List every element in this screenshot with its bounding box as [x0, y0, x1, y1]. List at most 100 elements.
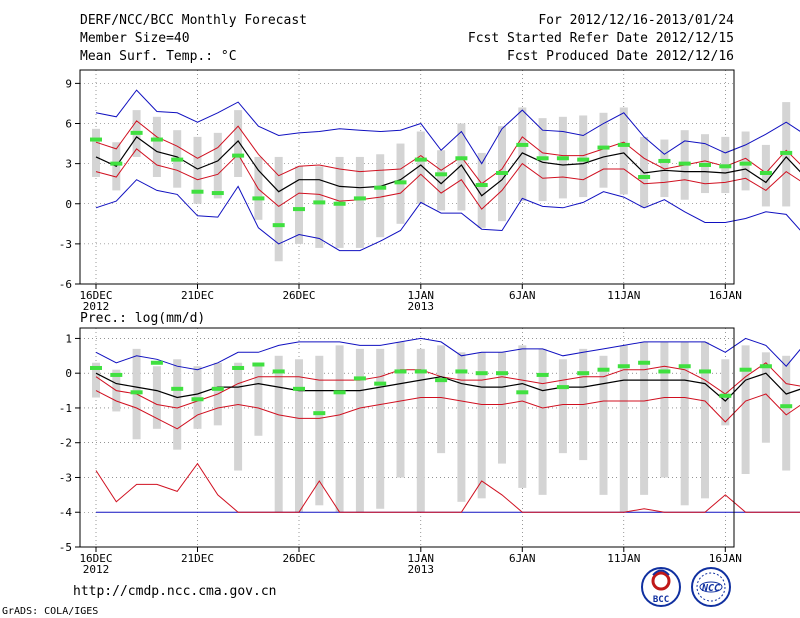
temp-ensemble-box [315, 166, 324, 248]
prec-median-mark [130, 390, 143, 395]
prec-median-mark [90, 365, 102, 370]
temp-min-line [95, 179, 800, 252]
forecast-period: For 2012/12/16-2013/01/24 [538, 13, 734, 28]
temp-median-mark [699, 162, 711, 167]
temp-median-mark [455, 156, 468, 161]
prec-max-line [95, 337, 800, 371]
prec-median-mark [617, 364, 630, 369]
temp-median-mark [313, 200, 326, 205]
precip-panel-title: Prec.: log(mm/d) [80, 311, 205, 326]
temp-median-mark [597, 145, 610, 150]
prec-median-mark [272, 369, 285, 374]
temp-ytick-label: 0 [65, 198, 72, 211]
prec-ensemble-box [599, 355, 608, 495]
temp-median-mark [232, 153, 245, 158]
prec-ensemble-box [376, 348, 385, 509]
prec-ytick-label: 0 [65, 367, 72, 380]
temp-median-mark [110, 161, 123, 166]
ncc-logo: NCC [691, 567, 731, 607]
prec-median-mark [293, 386, 305, 391]
temp-meanplus-minus-std-line [95, 120, 800, 185]
prec-xtick-label: 1JAN [408, 552, 435, 565]
prec-ytick-label: -3 [59, 471, 72, 484]
temp-median-mark [150, 137, 163, 142]
prec-median-mark [597, 367, 610, 372]
temp-median-mark [678, 161, 691, 166]
prec-ytick-label: -2 [59, 437, 72, 450]
temp-ensemble-box [193, 136, 202, 204]
prec-ensemble-box [152, 366, 161, 429]
prec-median-mark [739, 367, 752, 372]
prec-median-mark [496, 371, 508, 376]
temp-median-mark [414, 157, 427, 162]
temp-xtick-label: 16DEC [79, 289, 112, 302]
temp-median-mark [130, 130, 143, 135]
prec-ensemble-box [416, 348, 425, 513]
prec-xtick-label: 16JAN [709, 552, 742, 565]
prec-min_trace-line [95, 462, 800, 513]
prec-median-mark [232, 365, 245, 370]
prec-xtick-label: 21DEC [181, 552, 214, 565]
temp-median-mark [171, 157, 184, 162]
temp-xtick-label: 6JAN [509, 289, 536, 302]
prec-ensemble-box [701, 341, 709, 499]
prec-xtick-label: 11JAN [607, 552, 640, 565]
temp-max-line [95, 89, 800, 165]
temp-median-mark [333, 201, 346, 206]
temp-ensemble-box [213, 132, 222, 199]
temp-median-mark [780, 150, 793, 155]
temp-median-mark [577, 157, 590, 162]
temp-ensemble-box [518, 107, 527, 202]
prec-median-mark [577, 371, 590, 376]
temp-median-mark [211, 191, 224, 196]
temp-ensemble-box [376, 154, 385, 238]
temp-xtick-year: 2012 [83, 300, 110, 313]
prec-xtick-year: 2012 [83, 563, 110, 576]
fcst-started-date: Fcst Started Refer Date 2012/12/15 [468, 31, 734, 46]
prec-ensemble-box [234, 362, 243, 471]
prec-ytick-label: 1 [65, 332, 72, 345]
prec-median-mark [455, 369, 468, 374]
prec-median-mark [638, 360, 651, 365]
prec-ensemble-box [538, 348, 547, 495]
prec-ensemble-box [558, 359, 567, 454]
temp-xtick-label: 1JAN [408, 289, 435, 302]
temp-ytick-label: -6 [59, 278, 72, 291]
temp-mean-minus-std-line [95, 148, 800, 210]
prec-median-mark [759, 364, 772, 369]
fcst-produced-date: Fcst Produced Date 2012/12/16 [507, 49, 734, 64]
prec-median-mark [435, 378, 448, 383]
temp-ensemble-box [619, 107, 628, 195]
prec-meanplus-minus-std-line [95, 362, 800, 409]
temp-median-mark [475, 183, 488, 188]
temp-median-mark [658, 158, 671, 163]
prec-median-mark [313, 411, 326, 416]
temp-ensemble-box [457, 123, 466, 211]
prec-median-mark [394, 369, 407, 374]
temp-panel-title: Mean Surf. Temp.: °C [80, 49, 237, 64]
prec-ytick-label: -1 [59, 402, 72, 415]
temp-ensemble-box [234, 110, 243, 177]
temp-ensemble-box [741, 131, 750, 191]
prec-median-mark [333, 390, 346, 395]
prec-ensemble-box [315, 355, 324, 506]
temp-xtick-label: 21DEC [181, 289, 214, 302]
prec-ensemble-box [498, 352, 506, 464]
temp-ytick-label: 9 [65, 77, 72, 90]
temp-ytick-label: 6 [65, 118, 72, 131]
temp-xtick-label: 16JAN [709, 289, 742, 302]
temp-median-mark [556, 156, 569, 161]
temp-median-mark [739, 161, 752, 166]
prec-plot-frame [79, 327, 735, 548]
prec-ensemble-box [396, 341, 405, 478]
prec-median-mark [719, 393, 732, 398]
temp-ensemble-box [761, 144, 770, 207]
prec-median-mark [191, 397, 204, 402]
ncc-logo-text: NCC [701, 583, 720, 594]
prec-median-mark [211, 386, 224, 391]
temp-plot-frame [79, 69, 735, 285]
bcc-logo: BCC [641, 567, 681, 607]
